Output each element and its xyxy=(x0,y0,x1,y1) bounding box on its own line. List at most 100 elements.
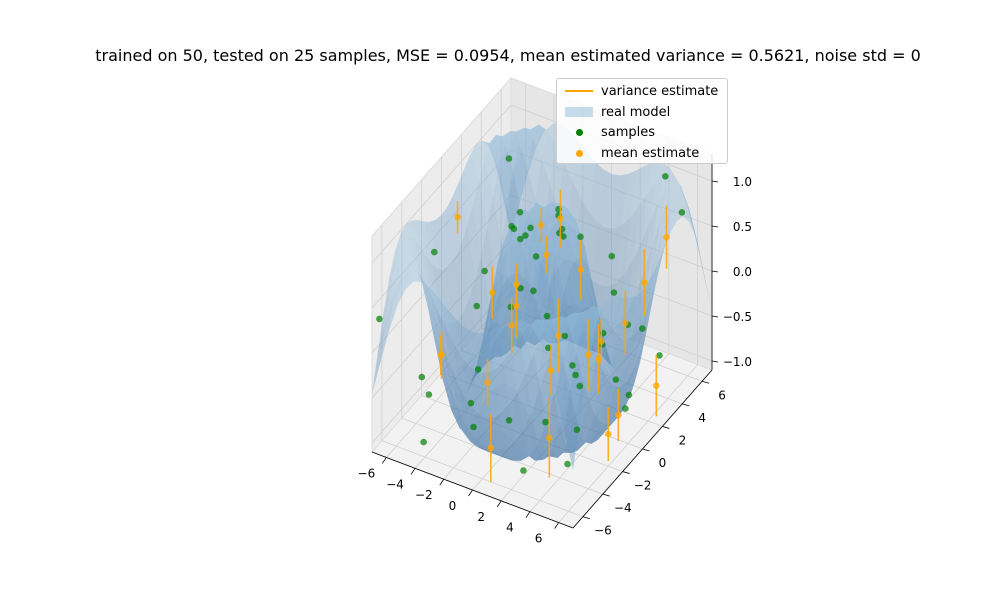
surface-patch xyxy=(635,298,650,366)
mean-estimate-point xyxy=(598,338,605,345)
surface-patch xyxy=(524,351,539,424)
sample-point xyxy=(530,287,537,295)
surface-patch xyxy=(462,430,477,442)
y-tick-label: 2 xyxy=(679,433,687,447)
surface-patch xyxy=(580,373,595,428)
surface-patch xyxy=(649,227,664,299)
surface-patch xyxy=(458,167,473,226)
mean-estimate-point xyxy=(653,382,660,390)
mean-estimate-point xyxy=(595,355,602,363)
sample-point xyxy=(625,391,633,399)
surface-patch xyxy=(641,181,656,241)
surface-patch xyxy=(634,317,649,382)
surface-patch xyxy=(411,269,426,289)
chart-title: trained on 50, tested on 25 samples, MSE… xyxy=(95,46,921,65)
surface-patch xyxy=(455,365,470,390)
surface-patch xyxy=(405,269,420,290)
surface-patch xyxy=(565,220,580,268)
surface-patch xyxy=(400,249,415,264)
surface-patch xyxy=(439,298,454,343)
surface-patch xyxy=(582,309,597,353)
surface-patch xyxy=(616,297,631,339)
mean-estimate-point xyxy=(488,289,496,296)
mean-estimate-point xyxy=(555,332,562,340)
surface-patch xyxy=(480,331,495,374)
surface-patch xyxy=(507,229,522,248)
surface-patch xyxy=(577,440,592,451)
surface-patch xyxy=(500,232,515,277)
surface-patch xyxy=(580,398,595,443)
sample-point xyxy=(376,315,383,323)
surface-patch xyxy=(586,362,601,416)
surface-patch xyxy=(495,241,510,317)
y-tick-label: 6 xyxy=(718,388,726,402)
surface-patch xyxy=(441,206,456,266)
surface-patch xyxy=(644,201,659,270)
surface-patch xyxy=(697,243,712,313)
y-tick xyxy=(622,471,630,474)
surface-patch xyxy=(492,339,507,357)
mean-estimate-point xyxy=(487,444,495,452)
legend-green-dot-key xyxy=(565,123,593,141)
surface-patch xyxy=(447,195,462,257)
surface-patch xyxy=(449,364,464,394)
surface-patch xyxy=(580,151,595,212)
mean-estimate-point xyxy=(437,351,445,359)
y-tick xyxy=(662,426,670,429)
surface-patch xyxy=(568,354,583,416)
surface-patch xyxy=(377,281,392,353)
mean-estimate-point xyxy=(508,322,515,329)
surface-patch xyxy=(627,240,642,312)
surface-patch xyxy=(487,286,503,359)
surface-patch xyxy=(581,246,597,312)
surface-patch xyxy=(528,319,543,353)
surface-patch xyxy=(554,362,569,425)
surface-patch xyxy=(633,193,648,259)
surface-patch xyxy=(567,228,582,260)
surface-patch xyxy=(510,241,525,275)
surface-patch xyxy=(510,127,525,143)
surface-patch xyxy=(412,220,427,257)
surface-patch xyxy=(536,319,552,334)
x-tick-label: 2 xyxy=(477,510,485,524)
surface-patch xyxy=(499,229,514,267)
surface-patch xyxy=(652,230,667,299)
surface-patch xyxy=(478,325,493,364)
surface-patch xyxy=(559,312,574,327)
surface-patch xyxy=(520,338,535,349)
surface-patch xyxy=(514,320,530,349)
surface-patch xyxy=(401,223,416,240)
y-tick-label: −6 xyxy=(594,524,612,538)
mean-estimate-point xyxy=(557,215,564,222)
surface-patch xyxy=(444,325,459,386)
surface-patch xyxy=(582,338,597,399)
surface-patch xyxy=(402,259,418,275)
legend-entry-variance: variance estimate xyxy=(565,82,718,100)
sample-point xyxy=(656,352,663,359)
surface-patch xyxy=(543,447,558,460)
x-tick xyxy=(410,468,416,475)
surface-patch xyxy=(415,239,430,292)
surface-patch xyxy=(552,324,567,405)
surface-patch xyxy=(514,320,529,338)
surface-patch xyxy=(545,202,560,217)
surface-patch xyxy=(467,204,482,278)
mean-estimate-point xyxy=(546,434,553,442)
surface-patch xyxy=(513,225,528,250)
surface-patch xyxy=(436,306,451,366)
surface-patch xyxy=(470,432,485,448)
surface-patch xyxy=(532,124,548,158)
surface-patch xyxy=(496,131,511,145)
mean-estimate-point xyxy=(615,411,622,419)
surface-patch xyxy=(475,254,490,325)
sample-point xyxy=(662,173,669,180)
surface-patch xyxy=(442,340,457,405)
z-tick xyxy=(711,315,719,318)
surface-patch xyxy=(450,365,465,423)
surface-patch xyxy=(502,241,517,287)
surface-patch xyxy=(467,401,482,444)
surface-patch xyxy=(501,383,516,437)
surface-patch xyxy=(489,328,504,370)
surface-patch xyxy=(652,188,667,243)
surface-patch xyxy=(496,274,511,339)
